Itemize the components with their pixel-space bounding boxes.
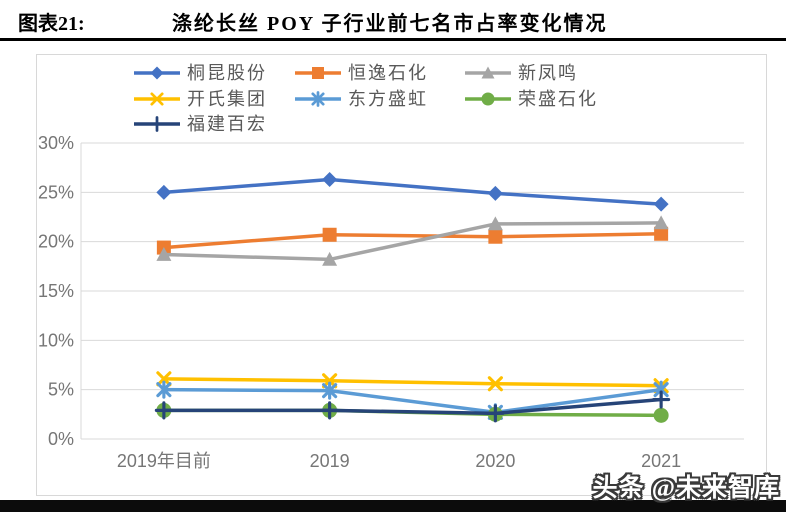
legend-item-6: 福建百宏 (134, 114, 267, 134)
legend-item-4: 东方盛虹 (295, 89, 428, 109)
legend-item-2: 新凤鸣 (465, 63, 578, 83)
series-1 (156, 226, 669, 255)
y-tick-label: 0% (48, 429, 74, 449)
series-line-3 (163, 377, 662, 388)
chart-container: 0% 5% 10% 15% 20% 25% 30% 2019年目前 2019 2020 2021 桐… (36, 54, 767, 496)
legend-marker-plus-icon (134, 116, 180, 132)
watermark: 头条 @未来智库 (592, 475, 780, 502)
legend-item-3: 开氏集团 (134, 89, 267, 109)
legend-marker-circle-icon (465, 92, 511, 106)
y-tick-label: 20% (38, 232, 74, 252)
x-axis-label: 2021 (641, 451, 681, 471)
y-tick-label: 30% (38, 133, 74, 153)
legend-marker-x-icon (134, 92, 180, 106)
legend-item-1: 恒逸石化 (295, 63, 428, 83)
figure-label: 图表21: (18, 13, 85, 35)
series-line-6 (163, 397, 662, 416)
bottom-bar (0, 500, 786, 512)
x-axis-label: 2019年目前 (117, 451, 211, 471)
legend-marker-triangle-icon (465, 66, 511, 79)
page-title: 涤纶长丝 POY 子行业前七名市占率变化情况 (172, 13, 608, 35)
y-tick-label: 10% (38, 330, 74, 350)
legend-marker-asterisk-icon (295, 91, 341, 107)
series-line-0 (163, 177, 662, 206)
series-2 (156, 215, 669, 266)
y-tick-label: 25% (38, 182, 74, 202)
series-line-1 (163, 232, 662, 250)
series-6 (154, 390, 671, 423)
legend-item-0: 桐昆股份 (134, 63, 267, 83)
legend-item-label: 开氏集团 (187, 89, 267, 109)
legend-marker-square-icon (295, 67, 341, 79)
legend-item-label: 东方盛虹 (348, 89, 428, 109)
y-tick-label: 15% (38, 281, 74, 301)
series-line-2 (163, 221, 662, 262)
series-line-4 (163, 387, 662, 415)
legend-item-label: 桐昆股份 (187, 63, 267, 83)
legend-item-5: 荣盛石化 (465, 89, 598, 109)
x-axis-label: 2020 (475, 451, 515, 471)
legend-marker-diamond-icon (134, 66, 180, 80)
legend-item-label: 福建百宏 (187, 114, 267, 134)
series-0 (156, 172, 669, 212)
legend-item-label: 新凤鸣 (518, 63, 578, 83)
legend-item-label: 恒逸石化 (348, 63, 428, 83)
legend-item-label: 荣盛石化 (518, 89, 598, 109)
y-tick-label: 5% (48, 380, 74, 400)
title-divider (0, 38, 786, 41)
line-chart: 0% 5% 10% 15% 20% 25% 30% 2019年目前 2019 2020 2021 (38, 133, 744, 471)
x-axis-label: 2019 (310, 451, 350, 471)
